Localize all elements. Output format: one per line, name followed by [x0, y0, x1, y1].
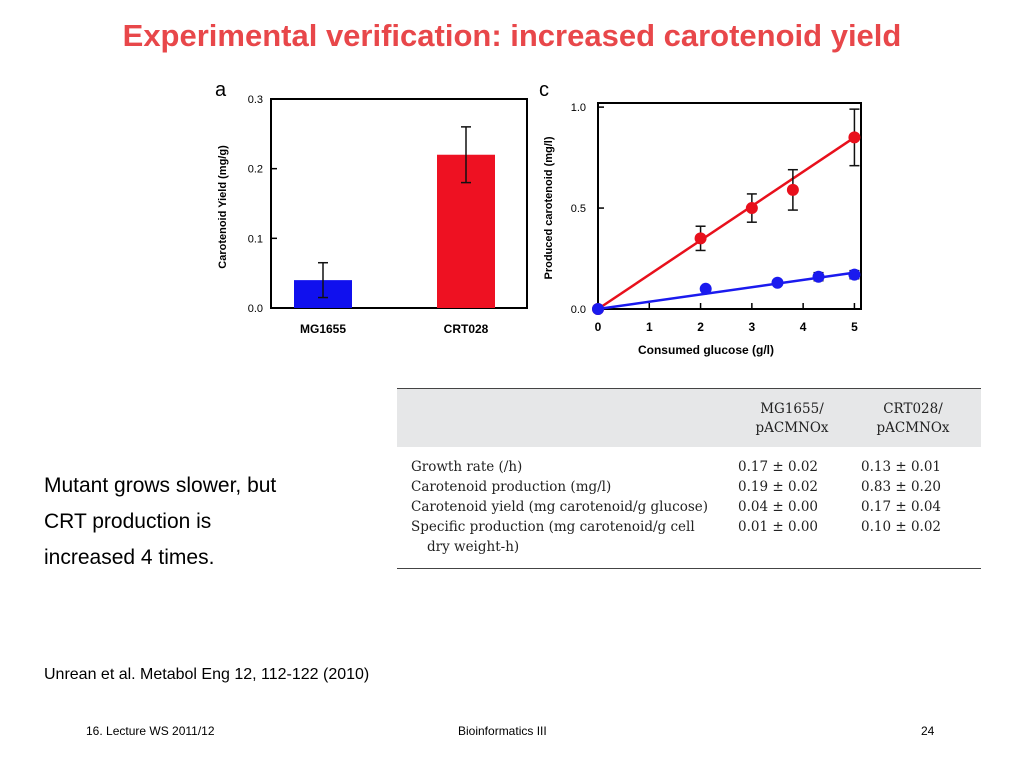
body-line: increased 4 times.: [44, 546, 215, 569]
table-cell: 0.13 ± 0.01: [861, 459, 942, 475]
table-cell: 0.01 ± 0.00: [738, 519, 819, 535]
x-tick-label: 3: [749, 320, 756, 334]
results-table: MG1655/ pACMNOx CRT028/ pACMNOx Growth r…: [397, 388, 981, 569]
panel-label-c: c: [539, 79, 549, 101]
table-row-label-continued: dry weight-h): [427, 539, 520, 555]
body-text: Mutant grows slower, but CRT production …: [44, 468, 374, 576]
data-point: [745, 202, 758, 215]
x-tick-label: 1: [646, 320, 653, 334]
y-tick-label: 0.1: [248, 233, 263, 245]
data-point: [699, 282, 712, 295]
table-cell: 0.10 ± 0.02: [861, 519, 942, 535]
data-point: [848, 131, 861, 144]
fit-line: [597, 136, 856, 311]
x-tick-label: 0: [595, 320, 602, 334]
table-row-label: Carotenoid yield (mg carotenoid/g glucos…: [411, 499, 709, 515]
x-tick-label: 5: [851, 320, 858, 334]
col-head-line: pACMNOx: [876, 420, 950, 436]
footer-course: Bioinformatics III: [458, 724, 547, 738]
col-head-line: pACMNOx: [755, 420, 829, 436]
table-cell: 0.19 ± 0.02: [738, 479, 819, 495]
x-tick-label: 2: [697, 320, 704, 334]
body-line: Mutant grows slower, but: [44, 474, 277, 497]
y-tick-label: 0.5: [571, 203, 586, 215]
x-axis-label-c: Consumed glucose (g/l): [638, 343, 774, 357]
table-header: MG1655/ pACMNOx CRT028/ pACMNOx: [397, 388, 981, 447]
bar-chart-panel-a: a Carotenoid Yield (mg/g) 0.0 0.1 0.2 0.3 MG…: [215, 79, 528, 336]
x-category-label: MG1655: [300, 322, 346, 336]
data-point: [694, 232, 707, 245]
y-axis-label-a: Carotenoid Yield (mg/g): [217, 145, 229, 269]
scatter-chart-panel-c: c Produced carotenoid (mg/l) Consumed gl…: [539, 79, 862, 357]
plot-frame: [597, 102, 862, 310]
table-row-label: Growth rate (/h): [411, 459, 523, 475]
table-cell: 0.83 ± 0.20: [861, 479, 942, 495]
table-col-head-crt028: CRT028/ pACMNOx: [857, 400, 969, 438]
plot-frame: [270, 98, 528, 309]
table-row-label: Carotenoid production (mg/l): [411, 479, 612, 495]
table-cell: 0.17 ± 0.04: [861, 499, 942, 515]
y-axis-label-c: Produced carotenoid (mg/l): [543, 136, 555, 279]
y-tick-label: 0.3: [248, 94, 263, 106]
data-point: [812, 270, 825, 283]
y-tick-label: 0.0: [248, 303, 263, 315]
data-point: [592, 303, 604, 315]
y-tick-label: 1.0: [571, 102, 586, 114]
panel-label-a: a: [215, 79, 227, 101]
x-tick-label: 4: [800, 320, 807, 334]
fit-line: [597, 271, 855, 311]
body-line: CRT production is: [44, 510, 212, 533]
data-point: [771, 276, 784, 289]
table-col-head-mg1655: MG1655/ pACMNOx: [737, 400, 847, 438]
slide-title: Experimental verification: increased car…: [122, 18, 902, 53]
citation: Unrean et al. Metabol Eng 12, 112-122 (2…: [44, 666, 370, 683]
table-bottom-rule: [397, 568, 981, 569]
footer-page-number: 24: [921, 724, 935, 738]
y-tick-label: 0.0: [571, 304, 586, 316]
table-cell: 0.04 ± 0.00: [738, 499, 819, 515]
x-category-label: CRT028: [444, 322, 489, 336]
table-row-label: Specific production (mg carotenoid/g cel…: [411, 519, 695, 535]
footer-lecture: 16. Lecture WS 2011/12: [86, 724, 215, 738]
data-point: [848, 268, 861, 281]
data-point: [786, 183, 799, 196]
col-head-line: CRT028/: [883, 401, 943, 417]
table-cell: 0.17 ± 0.02: [738, 459, 819, 475]
y-tick-label: 0.2: [248, 164, 263, 176]
col-head-line: MG1655/: [760, 401, 824, 417]
